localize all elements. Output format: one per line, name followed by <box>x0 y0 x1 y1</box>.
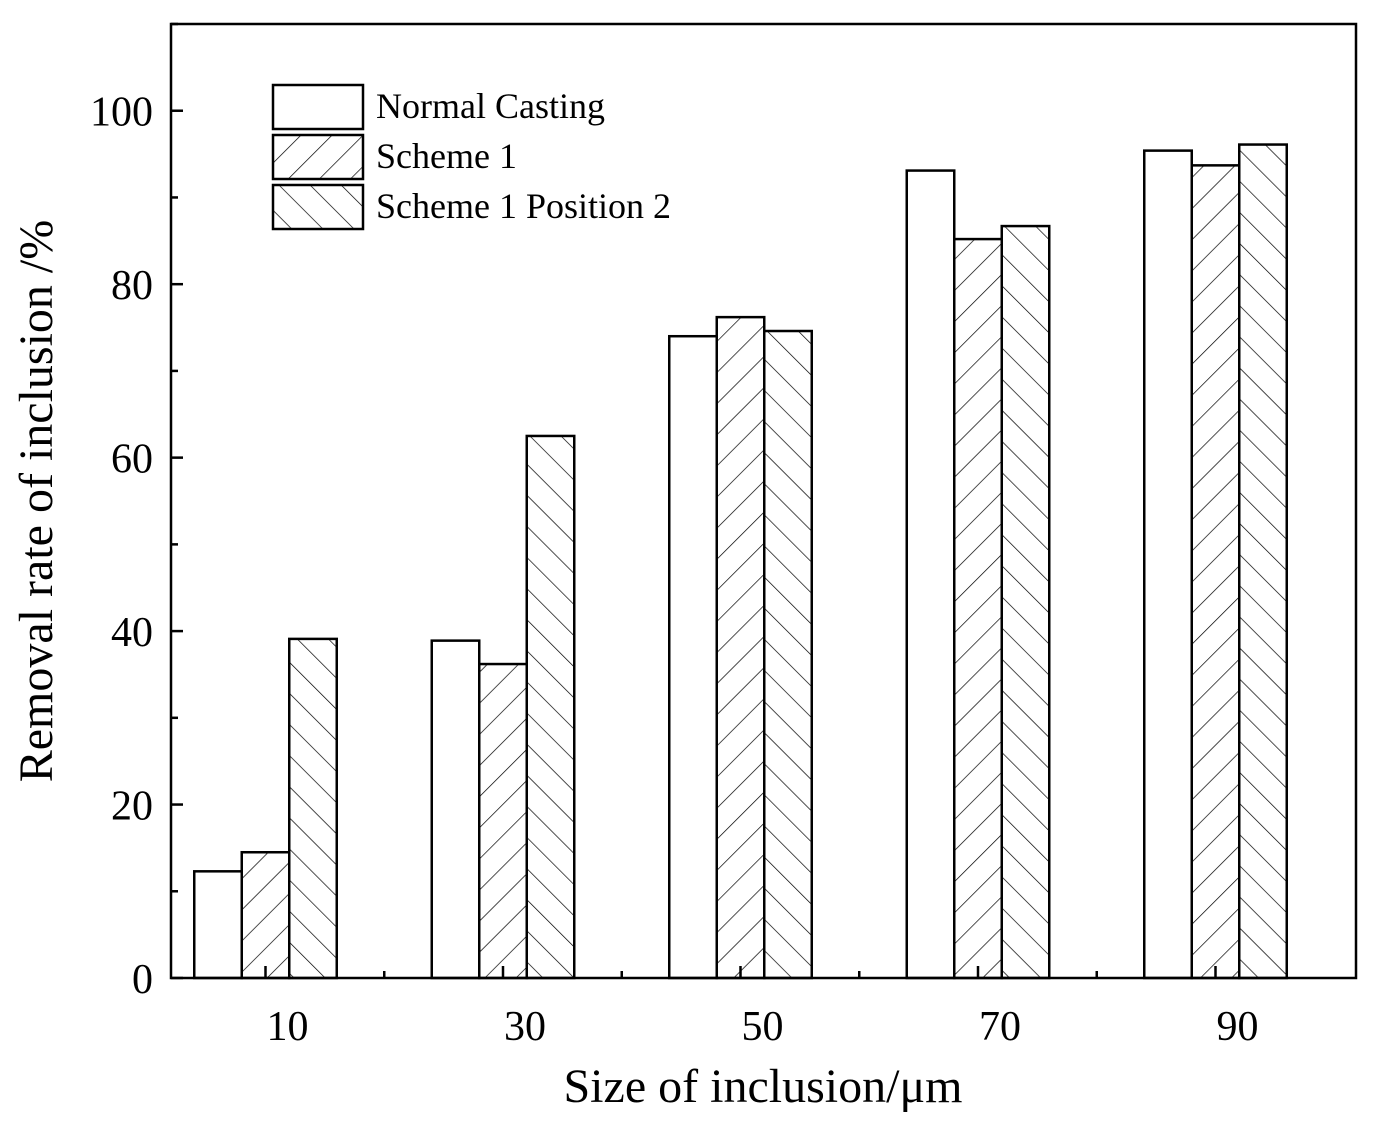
bar-scheme-1-position-2-90 <box>1238 143 1288 980</box>
y-tick-label: 0 <box>132 957 153 1003</box>
y-tick-label: 40 <box>111 610 153 656</box>
bar-normal-casting-90 <box>1143 149 1193 980</box>
legend-label: Scheme 1 Position 2 <box>376 186 671 226</box>
legend-label: Normal Casting <box>376 86 605 126</box>
legend: Normal Casting Scheme 1 Scheme 1 Position … <box>271 83 671 231</box>
legend-swatch-scheme-1-position-2 <box>271 183 365 231</box>
bar-normal-casting-70 <box>905 169 956 980</box>
bar-scheme-1-90 <box>1190 164 1241 980</box>
bar-scheme-1-position-2-70 <box>1000 224 1051 980</box>
legend-swatch-scheme-1 <box>271 133 365 181</box>
y-tick-label: 60 <box>111 437 153 483</box>
y-tick-label: 80 <box>111 263 153 309</box>
bar-normal-casting-50 <box>668 334 718 980</box>
y-axis-label: Removal rate of inclusion /% <box>10 220 63 783</box>
plot-frame <box>169 22 1358 980</box>
bar-scheme-1-50 <box>715 315 766 980</box>
bar-scheme-1-position-2-10 <box>288 637 338 980</box>
legend-label: Scheme 1 <box>376 136 517 176</box>
axis-ticks: 0 20 40 60 80 100 10 30 50 70 90 <box>90 22 1259 1050</box>
bar-scheme-1-position-2-50 <box>763 329 813 980</box>
x-tick-label: 70 <box>979 1004 1021 1050</box>
legend-swatch-normal-casting <box>271 83 365 131</box>
bars-group <box>193 143 1288 980</box>
bar-scheme-1-70 <box>953 237 1003 980</box>
y-tick-label: 20 <box>111 784 153 830</box>
bar-normal-casting-30 <box>430 639 481 980</box>
x-tick-label: 10 <box>267 1004 309 1050</box>
bar-scheme-1-10 <box>240 850 291 980</box>
x-axis-label: Size of inclusion/μm <box>563 1060 962 1113</box>
y-tick-label: 100 <box>90 90 153 136</box>
x-tick-label: 50 <box>742 1004 784 1050</box>
x-tick-label: 30 <box>504 1004 546 1050</box>
bar-scheme-1-30 <box>478 662 528 980</box>
x-tick-label: 90 <box>1217 1004 1259 1050</box>
bar-normal-casting-10 <box>193 870 243 980</box>
bar-scheme-1-position-2-30 <box>525 434 576 980</box>
